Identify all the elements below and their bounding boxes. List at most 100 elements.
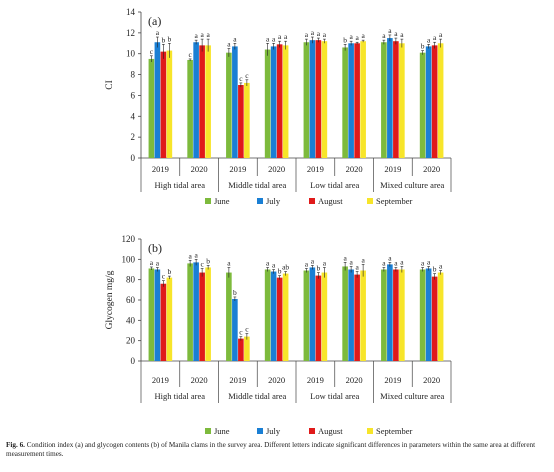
significance-letter: a: [272, 261, 276, 270]
y-tick-label: 100: [122, 254, 136, 264]
bar: [148, 58, 155, 158]
significance-letter: a: [388, 26, 392, 35]
bar: [232, 298, 238, 361]
bar: [393, 41, 399, 159]
x-tick-label: 2019: [307, 375, 324, 385]
x-tick-label: 2019: [307, 164, 324, 174]
bar: [437, 272, 444, 361]
significance-letter: a: [188, 251, 192, 260]
y-tick-label: 40: [126, 315, 136, 325]
bar: [431, 45, 438, 158]
legend-label: August: [318, 426, 343, 436]
bar: [354, 274, 360, 361]
significance-letter: a: [361, 31, 365, 40]
significance-letter: a: [156, 258, 160, 267]
legend-label: July: [266, 196, 281, 206]
y-tick-label: 4: [131, 111, 136, 121]
bar: [282, 45, 289, 158]
bar: [166, 50, 173, 159]
legend-swatch: [257, 428, 263, 434]
significance-letter: b: [278, 267, 282, 276]
caption-label: Fig. 6.: [6, 441, 25, 449]
significance-letter: a: [194, 250, 198, 259]
y-axis-title: Glycogen mg/g: [105, 270, 115, 329]
legend-swatch: [257, 198, 263, 204]
significance-letter: a: [427, 35, 431, 44]
legend-swatch: [367, 198, 373, 204]
significance-letter: a: [194, 31, 198, 40]
significance-letter: a: [361, 255, 365, 264]
significance-letter: a: [278, 32, 282, 41]
significance-letter: a: [421, 258, 425, 267]
y-tick-label: 120: [122, 234, 136, 244]
bar: [354, 43, 360, 158]
significance-letter: c: [245, 71, 249, 80]
bar: [387, 38, 393, 159]
significance-letter: c: [200, 259, 204, 268]
significance-letter: b: [421, 42, 425, 51]
bar: [238, 85, 244, 158]
significance-letter: a: [284, 32, 288, 41]
bar: [264, 269, 271, 361]
legend-swatch: [205, 428, 211, 434]
significance-letter: a: [323, 30, 327, 39]
legend-swatch: [367, 428, 373, 434]
bar: [205, 45, 211, 158]
bar: [226, 272, 232, 361]
legend-label: July: [266, 426, 281, 436]
y-tick-label: 10: [126, 49, 136, 59]
significance-letter: b: [343, 35, 347, 44]
bar: [425, 46, 432, 158]
bar: [187, 263, 193, 361]
significance-letter: a: [317, 29, 321, 38]
significance-letter: a: [227, 258, 231, 267]
bar: [360, 41, 366, 159]
x-tick-label: 2019: [229, 375, 246, 385]
significance-letter: b: [168, 267, 172, 276]
bar: [348, 43, 354, 158]
y-tick-label: 80: [126, 275, 136, 285]
bar: [199, 272, 205, 361]
significance-letter: a: [233, 34, 237, 43]
x-tick-label: 2019: [229, 164, 246, 174]
bar: [276, 277, 283, 361]
bar: [166, 277, 173, 361]
x-tick-label: 2020: [268, 164, 285, 174]
significance-letter: a: [266, 258, 270, 267]
significance-letter: a: [427, 257, 431, 266]
legend-label: August: [318, 196, 343, 206]
significance-letter: c: [162, 272, 166, 281]
significance-letter: a: [305, 259, 309, 268]
bar: [425, 268, 432, 361]
significance-letter: a: [200, 30, 204, 39]
bar: [244, 82, 250, 158]
panel-label: (b): [148, 241, 162, 255]
bar: [431, 276, 438, 361]
bar: [193, 262, 199, 361]
significance-letter: b: [317, 264, 321, 273]
legend-label: September: [376, 426, 413, 436]
significance-letter: c: [188, 50, 192, 59]
y-tick-label: 60: [126, 295, 136, 305]
significance-letter: a: [394, 258, 398, 267]
significance-letter: a: [311, 256, 315, 265]
significance-letter: a: [227, 40, 231, 49]
bar: [381, 42, 387, 158]
bar: [270, 46, 277, 158]
bar: [309, 267, 316, 361]
x-tick-label: 2019: [152, 164, 169, 174]
bar: [315, 275, 322, 361]
significance-letter: a: [382, 31, 386, 40]
bar: [154, 269, 161, 361]
bar: [309, 40, 316, 158]
significance-letter: a: [400, 30, 404, 39]
bar: [321, 272, 328, 361]
bar: [282, 273, 289, 361]
bar: [315, 40, 322, 158]
significance-letter: a: [343, 253, 347, 262]
bar: [348, 269, 354, 361]
bar: [360, 270, 366, 361]
significance-letter: a: [349, 257, 353, 266]
x-tick-label: 2020: [268, 375, 285, 385]
